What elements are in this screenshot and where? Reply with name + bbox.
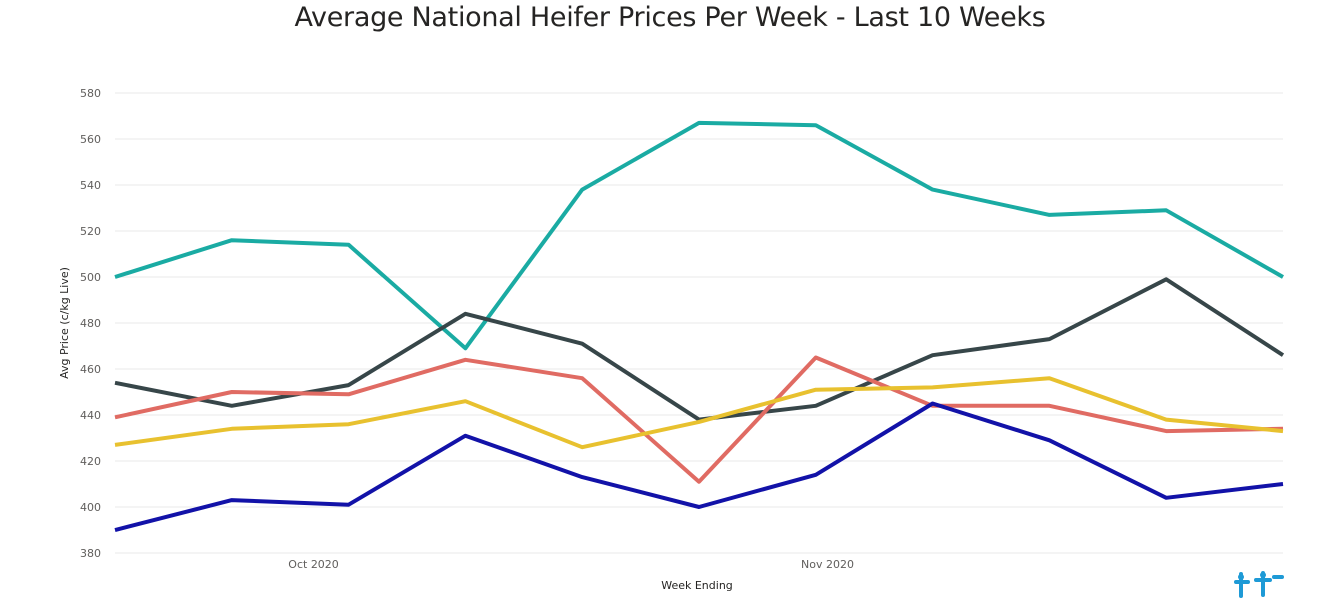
x-tick-label: Nov 2020 (801, 558, 854, 571)
series-line-3 (114, 355, 1284, 484)
series-lines (114, 120, 1285, 532)
y-axis-title: Avg Price (c/kg Live) (58, 267, 71, 379)
brand-logo-icon (1232, 568, 1288, 604)
y-tick-label: 560 (80, 133, 101, 146)
y-tick-label: 540 (80, 179, 101, 192)
chart-title: Average National Heifer Prices Per Week … (294, 2, 1046, 33)
series-line-5 (114, 401, 1284, 532)
gridlines (115, 92, 1283, 554)
y-tick-label: 400 (80, 501, 101, 514)
y-tick-label: 480 (80, 317, 101, 330)
x-axis-title: Week Ending (661, 579, 733, 592)
y-tick-label: 460 (80, 363, 101, 376)
y-tick-label: 520 (80, 225, 101, 238)
series-line-1 (114, 120, 1284, 351)
y-tick-label: 420 (80, 455, 101, 468)
y-tick-label: 580 (80, 87, 101, 100)
y-tick-label: 380 (80, 547, 101, 560)
y-tick-label: 500 (80, 271, 101, 284)
x-axis-ticks: Oct 2020 Nov 2020 (288, 558, 854, 571)
series-line-4 (114, 376, 1284, 450)
y-axis-ticks: 380 400 420 440 460 480 500 520 540 560 580 (80, 87, 101, 560)
y-tick-label: 440 (80, 409, 101, 422)
x-tick-label: Oct 2020 (288, 558, 339, 571)
